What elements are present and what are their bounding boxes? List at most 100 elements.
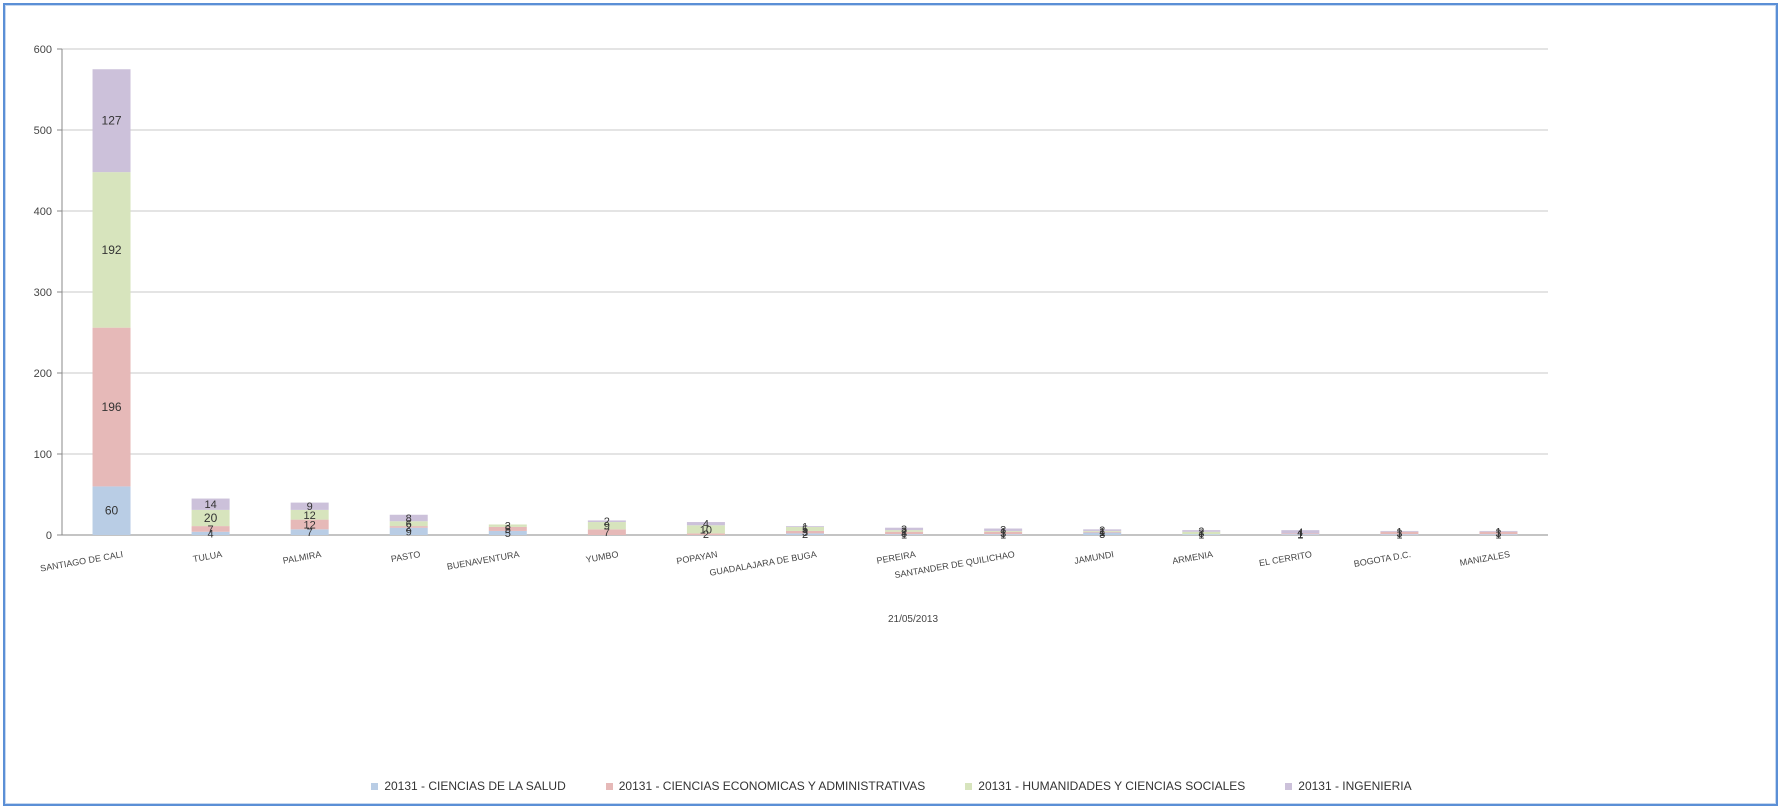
data-label: 9 xyxy=(307,501,313,513)
data-label: 2 xyxy=(406,522,412,534)
data-label: 1 xyxy=(1000,530,1006,542)
data-label: 4 xyxy=(1297,527,1303,539)
y-tick-label: 400 xyxy=(34,206,52,218)
x-tick-label: GUADALAJARA DE BUGA xyxy=(709,549,818,578)
data-label: 3 xyxy=(1198,528,1204,540)
legend-swatch xyxy=(371,782,379,790)
bar-segment xyxy=(587,522,626,530)
bar-segment xyxy=(191,509,230,527)
bar-segment xyxy=(984,530,1023,532)
bar-segment xyxy=(885,530,924,532)
bar-segment xyxy=(488,524,527,527)
bar-segment xyxy=(885,527,924,531)
data-label: 1 xyxy=(1000,526,1006,538)
bar-segment xyxy=(984,528,1023,531)
data-label: 12 xyxy=(304,510,316,522)
bar-segment xyxy=(389,526,428,528)
bar-segment xyxy=(1083,529,1122,531)
data-label: 14 xyxy=(204,499,216,511)
bar-segment xyxy=(191,531,230,535)
bar-segment xyxy=(885,534,924,535)
data-label: 2 xyxy=(703,529,709,541)
bar-segment xyxy=(92,327,131,487)
bar-segment xyxy=(1380,534,1419,535)
bar-segment xyxy=(1083,530,1122,532)
bar-segment xyxy=(290,519,329,530)
data-label: 1 xyxy=(901,530,907,542)
data-label: 196 xyxy=(102,400,122,414)
x-tick-label: BOGOTA D.C. xyxy=(1353,549,1412,569)
data-label: 1 xyxy=(1297,529,1303,541)
bar-segment xyxy=(1479,534,1518,535)
data-label: 1 xyxy=(1297,530,1303,542)
data-label: 7 xyxy=(307,527,313,539)
data-label: 1 xyxy=(1198,530,1204,542)
bar-segment xyxy=(1083,531,1122,533)
data-label: 2 xyxy=(802,529,808,541)
legend: 20131 - CIENCIAS DE LA SALUD 20131 - CIEN… xyxy=(0,776,1783,796)
legend-label: 20131 - CIENCIAS DE LA SALUD xyxy=(384,779,566,793)
x-tick-label: EL CERRITO xyxy=(1258,549,1312,568)
bar-segment xyxy=(1281,534,1320,535)
data-label: 3 xyxy=(802,527,808,539)
data-label: 2 xyxy=(604,516,610,528)
bar-segment xyxy=(488,530,527,535)
data-label: 5 xyxy=(505,528,511,540)
bar-segment xyxy=(786,526,824,531)
bar-segment xyxy=(686,525,725,534)
bar-segment xyxy=(92,486,131,535)
x-tick-label: POPAYAN xyxy=(676,549,719,566)
legend-item: 20131 - INGENIERIA xyxy=(1285,779,1412,793)
bar-segment xyxy=(786,530,824,534)
x-tick-label: YUMBO xyxy=(585,549,619,565)
data-labels: 6019619212747201471212992685537922104235… xyxy=(102,114,1502,542)
bar-segment xyxy=(290,529,329,535)
data-label: 7 xyxy=(604,527,610,539)
y-tick-label: 500 xyxy=(34,125,52,137)
bar-segment xyxy=(191,498,230,510)
y-tick-label: 300 xyxy=(34,287,52,299)
axes: 0 100 200 300 400 500 600 xyxy=(34,44,1548,542)
data-label: 3 xyxy=(1000,525,1006,537)
legend-swatch xyxy=(965,782,973,790)
data-label: 1 xyxy=(1396,526,1402,538)
data-label: 9 xyxy=(406,526,412,538)
x-tick-label: SANTIAGO DE CALI xyxy=(39,549,123,573)
legend-swatch xyxy=(1285,782,1293,790)
x-tick-label: PALMIRA xyxy=(282,549,322,566)
x-tick-label: JAMUNDI xyxy=(1073,549,1114,566)
bar-segment xyxy=(1083,532,1122,535)
bar-segment xyxy=(786,533,824,535)
bar-segment xyxy=(1182,531,1221,535)
bar-segment xyxy=(290,502,329,510)
data-label: 9 xyxy=(604,521,610,533)
x-axis-title: 21/05/2013 xyxy=(888,614,938,625)
bar-segment xyxy=(1281,530,1320,534)
data-label: 3 xyxy=(1000,528,1006,540)
bar-segment xyxy=(885,531,924,535)
legend-item: 20131 - CIENCIAS DE LA SALUD xyxy=(371,779,566,793)
data-label: 3 xyxy=(901,524,907,536)
data-label: 1 xyxy=(802,521,808,533)
data-label: 10 xyxy=(700,524,712,536)
chart-frame xyxy=(3,3,1778,806)
data-label: 20 xyxy=(204,511,218,525)
data-label: 1 xyxy=(1396,530,1402,542)
data-label: 3 xyxy=(1495,528,1501,540)
data-label: 4 xyxy=(703,519,709,531)
data-label: 1 xyxy=(1099,526,1105,538)
y-tick-label: 100 xyxy=(34,449,52,461)
data-label: 12 xyxy=(304,519,316,531)
bar-segment xyxy=(1380,531,1419,535)
data-label: 3 xyxy=(901,528,907,540)
data-label: 2 xyxy=(901,526,907,538)
y-tick-label: 200 xyxy=(34,368,52,380)
y-tick-label: 600 xyxy=(34,44,52,56)
x-tick-labels: SANTIAGO DE CALI TULUA PALMIRA PASTO BUENAVE… xyxy=(39,549,1510,580)
legend-swatch xyxy=(605,782,613,790)
legend-item: 20131 - HUMANIDADES Y CIENCIAS SOCIALES xyxy=(965,779,1245,793)
bar-segment xyxy=(686,533,725,535)
data-label: 192 xyxy=(102,243,122,257)
bar-segment xyxy=(389,521,428,527)
data-label: 3 xyxy=(1099,529,1105,541)
